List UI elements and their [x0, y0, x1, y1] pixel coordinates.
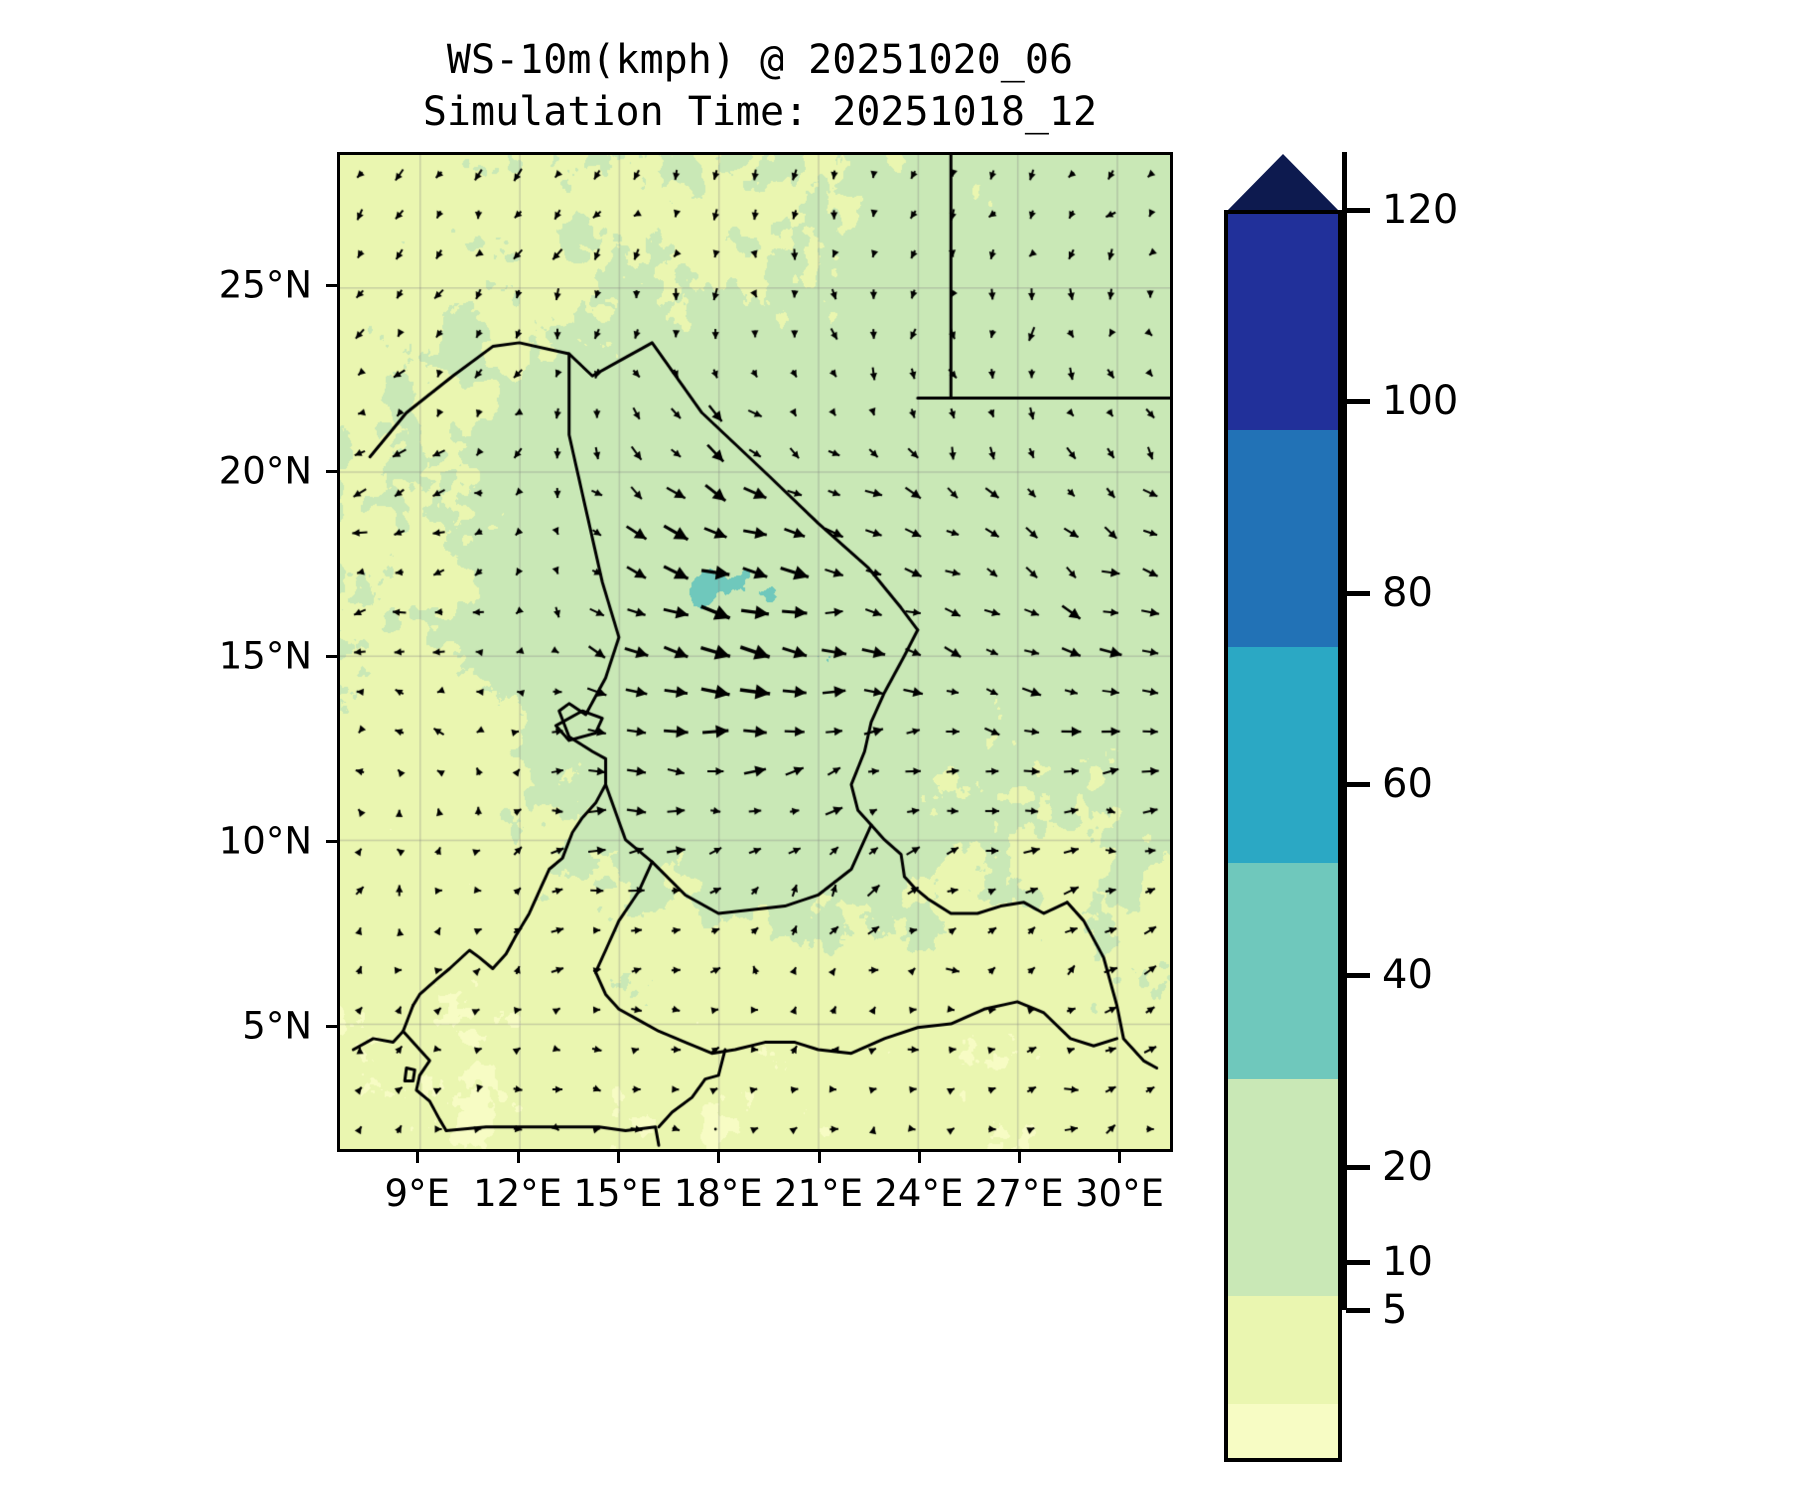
longitude-tick-label-6: 27°E: [974, 1172, 1064, 1215]
colorbar-tick-mark-3: [1346, 781, 1370, 787]
colorbar-tick-label-6: 10: [1382, 1239, 1433, 1286]
colorbar[interactable]: [1224, 152, 1342, 1462]
colorbar-extend-arrow-icon: [1226, 154, 1340, 212]
colorbar-tick-label-3: 60: [1382, 760, 1433, 807]
colorbar-band-10-20: [1228, 1295, 1338, 1404]
colorbar-tick-label-2: 80: [1382, 569, 1433, 616]
colorbar-tick-mark-4: [1346, 973, 1370, 979]
longitude-tick-label-4: 21°E: [774, 1172, 864, 1215]
figure-title-block: WS-10m(kmph) @ 20251020_06 Simulation Ti…: [0, 34, 1520, 138]
longitude-tick-label-5: 24°E: [874, 1172, 964, 1215]
longitude-tick-label-0: 9°E: [384, 1172, 450, 1215]
colorbar-tick-mark-0: [1346, 208, 1370, 213]
colorbar-tick-label-1: 100: [1382, 378, 1459, 425]
wind-speed-contour-canvas: [340, 155, 1170, 1149]
colorbar-band-40-60: [1228, 863, 1338, 1080]
colorbar-band-5-10: [1228, 1403, 1338, 1458]
longitude-tick-mark-0: [416, 1152, 420, 1163]
longitude-tick-label-1: 12°E: [473, 1172, 563, 1215]
colorbar-gradient: [1224, 210, 1342, 1462]
latitude-tick-label-0: 25°N: [218, 263, 312, 307]
longitude-tick-label-3: 18°E: [673, 1172, 763, 1215]
latitude-tick-label-4: 5°N: [242, 1004, 312, 1048]
colorbar-band-100-120: [1228, 214, 1338, 431]
longitude-tick-mark-4: [817, 1152, 821, 1163]
colorbar-tick-label-5: 20: [1382, 1143, 1433, 1190]
longitude-tick-label-7: 30°E: [1075, 1172, 1164, 1215]
longitude-tick-mark-2: [616, 1152, 620, 1163]
page-title: WS-10m(kmph) @ 20251020_06: [446, 37, 1074, 83]
longitude-tick-mark-7: [1118, 1152, 1122, 1163]
map-plot-area[interactable]: [337, 152, 1173, 1152]
colorbar-tick-mark-5: [1346, 1164, 1370, 1170]
latitude-tick-mark-0: [326, 284, 337, 288]
latitude-tick-label-2: 15°N: [218, 634, 312, 678]
latitude-tick-label-1: 20°N: [218, 449, 312, 493]
colorbar-tick-label-7: 5: [1382, 1287, 1408, 1333]
simulation-time-subtitle: Simulation Time: 20251018_12: [422, 89, 1098, 135]
colorbar-band-80-100: [1228, 430, 1338, 647]
colorbar-band-60-80: [1228, 646, 1338, 864]
longitude-tick-mark-1: [516, 1152, 520, 1163]
longitude-tick-mark-5: [917, 1152, 921, 1163]
latitude-tick-mark-2: [326, 654, 337, 658]
colorbar-tick-mark-6: [1346, 1260, 1370, 1266]
latitude-tick-mark-3: [326, 839, 337, 843]
colorbar-tick-mark-1: [1346, 399, 1370, 405]
colorbar-tick-mark-2: [1346, 590, 1370, 596]
colorbar-tick-label-0: 120: [1382, 187, 1459, 233]
colorbar-band-20-40: [1228, 1079, 1338, 1296]
latitude-tick-mark-1: [326, 469, 337, 473]
colorbar-tick-mark-7: [1346, 1308, 1370, 1313]
colorbar-spine: [1342, 152, 1347, 1310]
latitude-tick-mark-4: [326, 1025, 337, 1029]
longitude-tick-mark-3: [717, 1152, 721, 1163]
longitude-tick-mark-6: [1018, 1152, 1022, 1163]
latitude-tick-label-3: 10°N: [218, 819, 312, 863]
longitude-tick-label-2: 15°E: [573, 1172, 663, 1215]
colorbar-tick-label-4: 40: [1382, 952, 1433, 999]
